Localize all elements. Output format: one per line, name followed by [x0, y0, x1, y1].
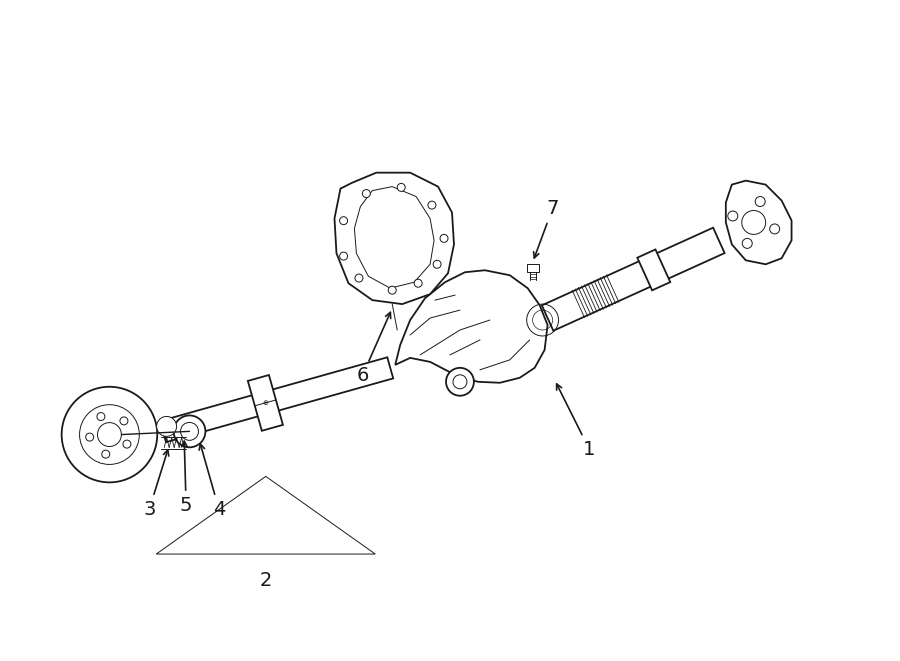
Circle shape — [414, 279, 422, 288]
Text: 3: 3 — [143, 450, 169, 519]
Circle shape — [428, 201, 436, 209]
Circle shape — [446, 368, 474, 396]
Circle shape — [388, 286, 396, 294]
Text: 2: 2 — [259, 571, 272, 590]
Text: 1: 1 — [556, 384, 596, 459]
Circle shape — [102, 450, 110, 458]
Circle shape — [433, 260, 441, 268]
Polygon shape — [725, 180, 792, 264]
Text: 7: 7 — [534, 199, 559, 258]
Polygon shape — [248, 375, 283, 431]
Polygon shape — [335, 173, 454, 304]
Circle shape — [363, 190, 370, 198]
Circle shape — [339, 252, 347, 260]
Polygon shape — [542, 227, 724, 330]
Polygon shape — [160, 358, 393, 442]
Circle shape — [755, 196, 765, 206]
Circle shape — [120, 417, 128, 425]
Circle shape — [770, 224, 779, 234]
Text: 5: 5 — [180, 441, 193, 515]
Circle shape — [728, 211, 738, 221]
Circle shape — [339, 217, 347, 225]
Circle shape — [355, 274, 363, 282]
Circle shape — [123, 440, 130, 448]
Circle shape — [97, 412, 105, 420]
Polygon shape — [526, 264, 538, 272]
Polygon shape — [637, 249, 670, 290]
Text: 6: 6 — [356, 313, 391, 385]
Circle shape — [157, 416, 176, 436]
Text: 4: 4 — [199, 444, 225, 519]
Circle shape — [397, 183, 405, 192]
Circle shape — [742, 239, 752, 249]
Circle shape — [86, 433, 94, 441]
Text: ⊕: ⊕ — [263, 400, 268, 406]
Circle shape — [61, 387, 158, 483]
Circle shape — [440, 235, 448, 243]
Polygon shape — [395, 270, 547, 383]
Circle shape — [174, 416, 205, 447]
